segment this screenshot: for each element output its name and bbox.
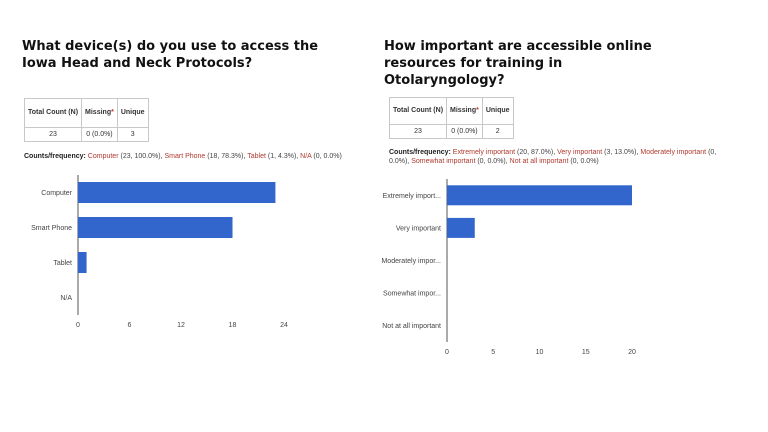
- frequency-option: Tablet: [247, 153, 266, 160]
- bar: [447, 185, 632, 206]
- x-tick-label: 0: [445, 349, 449, 356]
- missing-header: Missing*: [446, 97, 483, 125]
- frequency-option: Moderately important: [640, 149, 707, 156]
- x-tick-label: 24: [280, 322, 288, 329]
- bar: [78, 217, 233, 238]
- required-star: *: [111, 109, 114, 116]
- category-label: Tablet: [53, 260, 72, 267]
- missing-header: Missing*: [81, 98, 118, 128]
- question-title: What device(s) do you use to access the …: [22, 39, 319, 71]
- frequency-count: (0, 0.0%): [477, 158, 506, 165]
- frequency-label: Counts/frequency:: [389, 149, 451, 156]
- category-label: Very important: [396, 225, 441, 232]
- summary-stats-table: Total Count (N) Missing* Unique 23 0 (0.…: [388, 97, 514, 139]
- frequency-count: (20, 87.0%): [517, 149, 554, 156]
- x-tick-label: 18: [229, 322, 237, 329]
- device-usage-panel: What device(s) do you use to access the …: [22, 39, 342, 329]
- missing-value: 0 (0.0%): [446, 124, 483, 139]
- frequency-count: (23, 100.0%): [120, 153, 161, 160]
- frequency-option: Computer: [87, 153, 119, 160]
- frequency-count: (1, 4.3%): [267, 153, 297, 160]
- question-title: How important are accessible online reso…: [384, 39, 652, 88]
- frequency-count: (0, 0.0%): [313, 153, 342, 160]
- required-star: *: [476, 107, 479, 114]
- frequency-option: Somewhat important: [411, 158, 476, 165]
- x-tick-label: 0: [76, 322, 80, 329]
- importance-panel: How important are accessible online reso…: [381, 0, 768, 432]
- category-label: N/A: [60, 295, 72, 302]
- missing-value: 0 (0.0%): [81, 127, 118, 142]
- frequency-label: Counts/frequency:: [24, 153, 86, 160]
- counts-frequency: Counts/frequency: Computer (23, 100.0%),…: [24, 153, 342, 160]
- frequency-count: (0, 0.0%): [389, 149, 717, 165]
- frequency-option: Smart Phone: [164, 153, 206, 160]
- bar: [447, 217, 475, 238]
- device-bar-chart: Computer Smart Phone Tablet N/A 0 6 12 18 24: [31, 175, 288, 329]
- category-label: Computer: [41, 190, 72, 197]
- bar: [78, 182, 276, 203]
- summary-stats-table: Total Count (N) Missing* Unique 23 0 (0.…: [23, 98, 149, 142]
- frequency-option: N/A: [300, 153, 312, 160]
- frequency-count: (3, 13.0%): [604, 149, 637, 156]
- category-label: Not at all important: [382, 323, 441, 330]
- frequency-option: Extremely important: [452, 149, 516, 156]
- x-tick-label: 5: [491, 349, 495, 356]
- importance-bar-chart: Extremely import... Very important Moderat…: [381, 179, 636, 356]
- x-tick-label: 12: [177, 322, 185, 329]
- total-count-header: Total Count (N): [388, 97, 448, 125]
- frequency-option: Not at all important: [509, 158, 569, 165]
- unique-value: 3: [116, 127, 149, 142]
- bar: [78, 252, 87, 273]
- category-label: Extremely import...: [383, 193, 441, 200]
- total-count-value: 23: [388, 124, 448, 139]
- total-count-header: Total Count (N): [23, 98, 83, 128]
- category-label: Moderately impor...: [381, 258, 441, 265]
- total-count-value: 23: [23, 127, 83, 142]
- x-tick-label: 20: [628, 349, 636, 356]
- x-tick-label: 10: [536, 349, 544, 356]
- category-label: Smart Phone: [31, 225, 72, 232]
- frequency-count: (0, 0.0%): [570, 158, 599, 165]
- frequency-option: Very important: [557, 149, 603, 156]
- frequency-count: (18, 78.3%): [207, 153, 244, 160]
- x-tick-label: 15: [582, 349, 590, 356]
- x-tick-label: 6: [128, 322, 132, 329]
- category-label: Somewhat impor...: [383, 291, 441, 298]
- counts-frequency: Counts/frequency: Extremely important (2…: [389, 149, 717, 165]
- unique-value: 2: [481, 124, 514, 139]
